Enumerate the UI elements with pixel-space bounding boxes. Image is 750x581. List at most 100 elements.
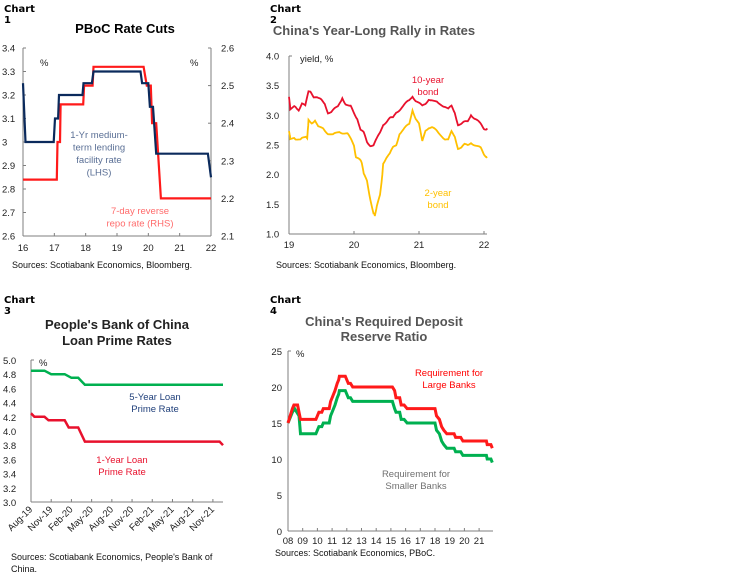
chart4-x-tick-label: 14 (371, 536, 382, 547)
chart2-y-tick-label: 1.0 (266, 230, 279, 241)
chart4-x-tick-label: 08 (283, 536, 294, 547)
chart3-y-tick-label: 3.8 (3, 441, 16, 452)
chart1-x-tick-label: 19 (112, 243, 123, 254)
chart1-right-tick-label: 2.4 (221, 119, 234, 130)
chart4-x-tick-label: 17 (415, 536, 426, 547)
chart2-y-tick-label: 2.5 (266, 141, 279, 152)
chart4-x-tick-label: 09 (297, 536, 308, 547)
chart2-y-tick-label: 3.0 (266, 111, 279, 122)
chart1-title: PBoC Rate Cuts (75, 21, 175, 36)
chart4-annotation-small: Requirement for (382, 469, 450, 480)
chart2-plot: China's Year-Long Rally in Rates 1.0 1.5 2.… (266, 23, 490, 270)
chart3-annotation-5yr: Prime Rate (131, 404, 179, 415)
chart1-annotation-mlf: 1-Yr medium- (70, 130, 128, 141)
chart4-y-tick-label: 10 (271, 455, 282, 466)
chart3-title: Loan Prime Rates (62, 333, 172, 348)
chart4-x-tick-label: 16 (400, 536, 411, 547)
chart1-left-tick-label: 3.3 (2, 67, 15, 78)
chart1-right-tick-label: 2.6 (221, 44, 234, 55)
chart2-series-10yr (288, 90, 488, 148)
chart4-y-tick-label: 0 (277, 527, 282, 538)
chart1-left-tick-label: 2.9 (2, 161, 15, 172)
chart2-y-tick-label: 4.0 (266, 52, 279, 63)
chart4-y-tick-label: 20 (271, 383, 282, 394)
chart1-label: Chart 1 (4, 4, 35, 26)
chart1-x-tick-label: 18 (80, 243, 91, 254)
chart1-left-tick-label: 3.2 (2, 91, 15, 102)
chart4-x-tick-label: 21 (474, 536, 485, 547)
chart2-x-tick-label: 20 (349, 240, 360, 251)
chart2-title: China's Year-Long Rally in Rates (273, 23, 475, 38)
chart1-annotation-mlf: term lending (73, 143, 125, 154)
chart1-right-unit: % (190, 58, 199, 69)
chart3-y-tick-label: 3.0 (3, 498, 16, 509)
chart3-y-tick-label: 3.2 (3, 484, 16, 495)
chart1-left-tick-label: 2.7 (2, 208, 15, 219)
chart1-x-tick-label: 17 (49, 243, 60, 254)
chart2-y-tick-label: 1.5 (266, 200, 279, 211)
chart2-label: Chart 2 (270, 4, 301, 26)
chart4-series-large (286, 374, 494, 449)
chart2-x-tick-label: 21 (414, 240, 425, 251)
chart2-x-tick-label: 19 (284, 240, 295, 251)
chart4-x-tick-label: 13 (356, 536, 367, 547)
chart3-annotation-1yr: 1-Year Loan (96, 455, 147, 466)
chart3-annotation-5yr: 5-Year Loan (129, 392, 180, 403)
chart2-annotation-2yr: 2-year (425, 188, 452, 199)
chart4-x-tick-label: 20 (459, 536, 470, 547)
chart1-right-tick-label: 2.5 (221, 81, 234, 92)
chart1-annotation-mlf: (LHS) (87, 168, 112, 179)
chart4-title: China's Required Deposit (305, 314, 463, 329)
chart1-series-mlf (21, 70, 213, 178)
chart1-annotation-repo: 7-day reverse (111, 206, 169, 217)
chart4-label: Chart 4 (270, 295, 301, 317)
chart1-plot: PBoC Rate Cuts 2.6 2.7 2.8 2.9 3 3.1 3.2 3.3 3.4 2… (2, 21, 234, 270)
chart3-source: Sources: Scotiabank Economics, People's … (11, 552, 213, 562)
chart4-x-tick-label: 11 (327, 536, 337, 547)
chart3-y-unit: % (39, 358, 48, 369)
chart3-y-tick-label: 4.8 (3, 370, 16, 381)
chart1-annotation-mlf: facility rate (76, 155, 121, 166)
chart4-x-tick-label: 15 (386, 536, 397, 547)
chart1-left-tick-label: 3 (2, 138, 7, 149)
chart2-y-tick-label: 3.5 (266, 81, 279, 92)
chart4-y-tick-label: 25 (271, 347, 282, 358)
chart1-left-tick-label: 3.4 (2, 44, 15, 55)
chart1-left-tick-label: 2.6 (2, 232, 15, 243)
chart3-series-5yr (31, 369, 223, 387)
chart1-annotation-repo: repo rate (RHS) (106, 219, 173, 230)
chart1-right-tick-label: 2.3 (221, 156, 234, 167)
chart4-x-tick-label: 10 (312, 536, 323, 547)
chart3-title: People's Bank of China (45, 317, 190, 332)
chart3-y-tick-label: 3.6 (3, 455, 16, 466)
chart1-x-tick-label: 16 (18, 243, 29, 254)
chart3-source: China. (11, 564, 37, 574)
chart1-right-tick-label: 2.2 (221, 194, 234, 205)
chart4-source: Sources: Scotiabank Economics, PBoC. (275, 548, 435, 558)
chart3-annotation-1yr: Prime Rate (98, 467, 146, 478)
chart2-annotation-10yr: bond (417, 87, 438, 98)
chart3-y-tick-label: 3.4 (3, 470, 16, 481)
chart3-y-tick-label: 4.2 (3, 413, 16, 424)
chart3-y-tick-label: 4.6 (3, 384, 16, 395)
chart3-y-tick-label: 4.4 (3, 399, 16, 410)
chart4-annotation-small: Smaller Banks (385, 481, 446, 492)
chart2-source: Sources: Scotiabank Economics, Bloomberg… (276, 260, 456, 270)
chart2-y-tick-label: 2.0 (266, 170, 279, 181)
chart4-x-tick-label: 18 (430, 536, 441, 547)
chart1-left-tick-label: 2.8 (2, 185, 15, 196)
chart1-x-tick-label: 22 (206, 243, 217, 254)
chart4-y-unit: % (296, 349, 305, 360)
chart4-series-small (286, 389, 494, 464)
chart1-source: Sources: Scotiabank Economics, Bloomberg… (12, 260, 192, 270)
chart4-x-tick-label: 19 (444, 536, 455, 547)
chart4-y-tick-label: 15 (271, 419, 282, 430)
chart2-annotation-10yr: 10-year (412, 75, 444, 86)
chart3-y-tick-label: 5.0 (3, 356, 16, 367)
chart4-x-tick-label: 12 (342, 536, 353, 547)
chart2-x-tick-label: 22 (479, 240, 490, 251)
chart4-annotation-large: Requirement for (415, 368, 483, 379)
chart1-x-tick-label: 21 (174, 243, 185, 254)
